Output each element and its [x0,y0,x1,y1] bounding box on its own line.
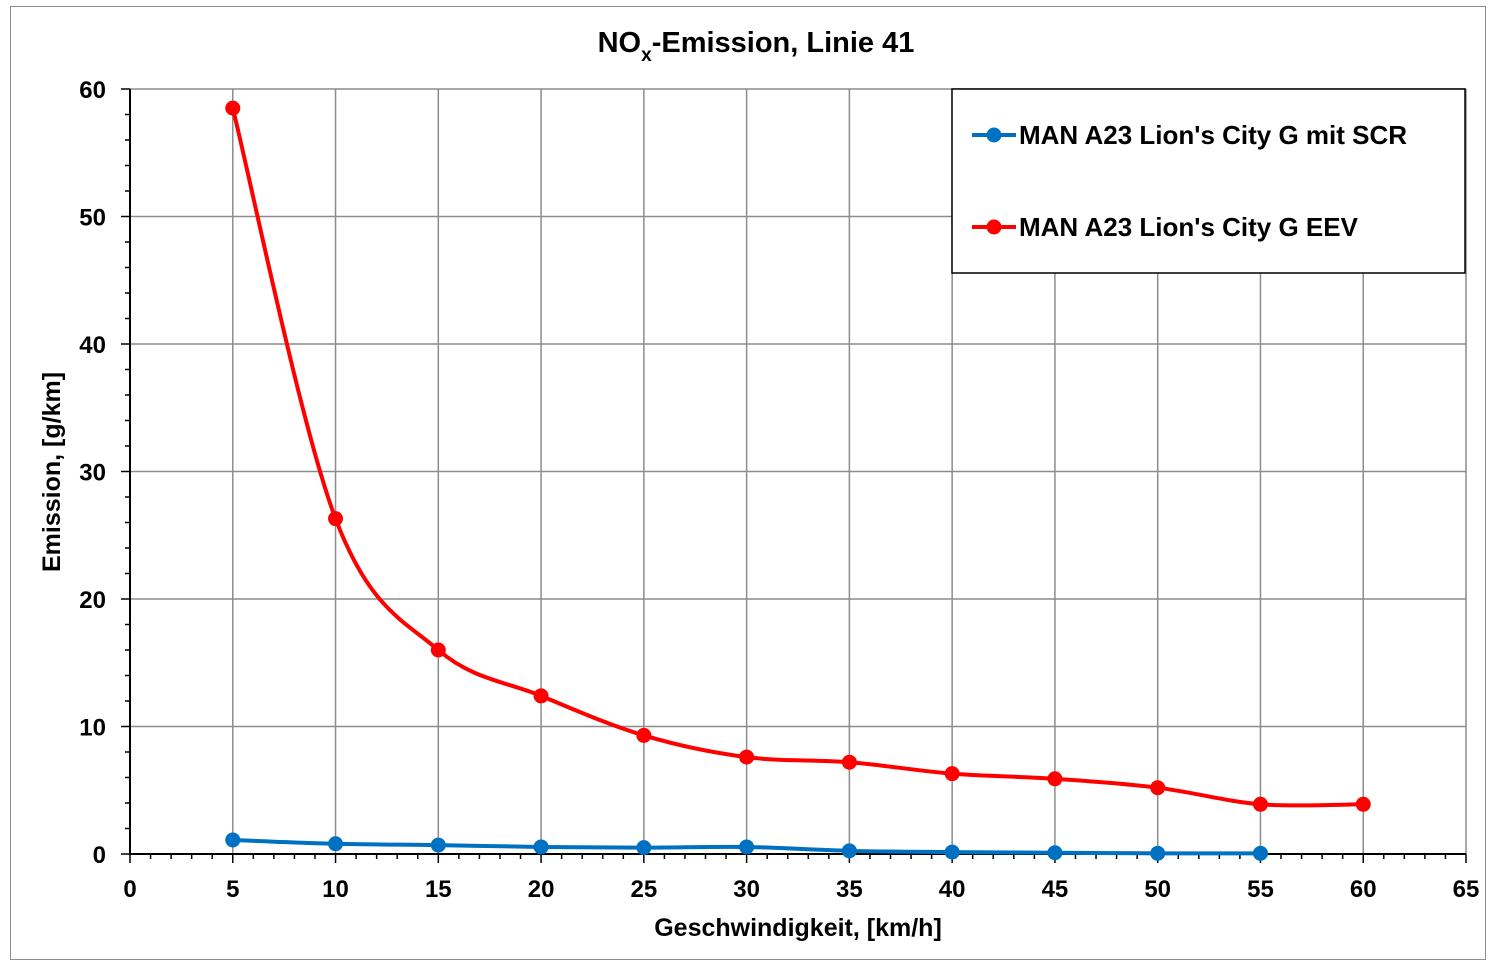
x-tick-label: 40 [939,876,966,903]
legend-swatch-marker [986,219,1002,235]
series-1-point [739,839,755,855]
series-2-point [1355,796,1371,812]
x-tick-label: 0 [123,876,136,903]
series-2-point [944,766,960,782]
x-tick-label: 10 [322,876,349,903]
series-layer [225,100,1371,861]
chart-title-subscript: x [641,45,652,66]
legend: MAN A23 Lion's City G mit SCR MAN A23 Lio… [951,88,1466,274]
chart-title-rest: -Emission, Linie 41 [652,27,915,59]
chart-title: NOx-Emission, Linie 41 [598,27,915,66]
series-2-point [1252,796,1268,812]
y-tick-label: 50 [79,205,106,232]
series-2-point [841,754,857,770]
series-2-point [1047,771,1063,787]
x-tick-label: 30 [733,876,760,903]
y-tick-label: 10 [79,715,106,742]
y-tick-label: 60 [79,77,106,104]
series-1-point [225,832,241,848]
y-axis-title: Emission, [g/km] [38,372,66,572]
x-tick-label: 65 [1453,876,1480,903]
x-tick-label: 50 [1144,876,1171,903]
series-2-point [533,688,549,704]
series-1-point [1150,845,1166,861]
legend-label-1: MAN A23 Lion's City G mit SCR [1019,120,1407,150]
x-tick-label: 5 [226,876,239,903]
series-1-point [1252,845,1268,861]
y-tick-label: 40 [79,332,106,359]
series-2-point [739,749,755,765]
x-tick-label: 20 [528,876,555,903]
series-1-point [841,843,857,859]
y-tick-label: 0 [93,842,106,869]
series-1-point [328,836,344,852]
chart-title-main: NO [598,27,642,59]
series-2-point [225,100,241,116]
x-tick-label: 25 [630,876,657,903]
series-1-point [636,840,652,856]
series-2-point [328,511,344,527]
x-axis-title: Geschwindigkeit, [km/h] [654,914,942,942]
series-2-point [1150,780,1166,796]
legend-label-2: MAN A23 Lion's City G EEV [1019,212,1359,242]
y-tick-label: 30 [79,460,106,487]
series-2-point [430,642,446,658]
y-tick-label: 20 [79,587,106,614]
legend-box [951,88,1466,274]
x-tick-label: 55 [1247,876,1274,903]
legend-swatch-marker [986,127,1002,143]
x-tick-label: 60 [1350,876,1377,903]
series-2-point [636,727,652,743]
series-1-point [533,839,549,855]
axes: 0 5 10 15 20 25 30 35 40 45 50 55 60 65 0 10 20 30 40 50 60 [79,77,1479,903]
x-tick-label: 45 [1042,876,1069,903]
x-tick-label: 15 [425,876,452,903]
series-1-point [430,837,446,853]
series-1-point [1047,845,1063,861]
x-tick-label: 35 [836,876,863,903]
series-1-point [944,844,960,860]
